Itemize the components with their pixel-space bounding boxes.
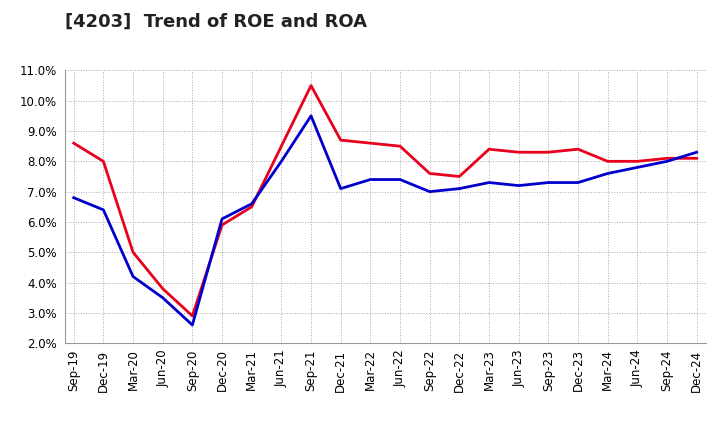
ROE: [188, 313, 197, 319]
ROA: [426, 189, 434, 194]
ROE: [603, 159, 612, 164]
ROA: [662, 159, 671, 164]
ROA: [188, 323, 197, 328]
ROE: [129, 249, 138, 255]
ROA: [158, 295, 167, 301]
ROE: [514, 150, 523, 155]
Text: [4203]  Trend of ROE and ROA: [4203] Trend of ROE and ROA: [65, 13, 366, 31]
ROA: [574, 180, 582, 185]
ROE: [574, 147, 582, 152]
ROE: [248, 204, 256, 209]
ROE: [69, 140, 78, 146]
Line: ROE: ROE: [73, 85, 697, 316]
ROA: [277, 159, 286, 164]
ROE: [277, 143, 286, 149]
Line: ROA: ROA: [73, 116, 697, 325]
ROA: [69, 195, 78, 200]
ROA: [544, 180, 553, 185]
ROA: [693, 150, 701, 155]
ROA: [485, 180, 493, 185]
ROE: [662, 156, 671, 161]
ROA: [366, 177, 374, 182]
ROA: [514, 183, 523, 188]
ROE: [336, 137, 345, 143]
ROA: [633, 165, 642, 170]
ROA: [603, 171, 612, 176]
ROE: [455, 174, 464, 179]
ROE: [426, 171, 434, 176]
ROE: [396, 143, 405, 149]
ROA: [396, 177, 405, 182]
ROA: [455, 186, 464, 191]
ROE: [366, 140, 374, 146]
ROE: [217, 222, 226, 227]
ROA: [248, 201, 256, 206]
ROA: [99, 207, 108, 213]
ROE: [158, 286, 167, 291]
ROE: [307, 83, 315, 88]
ROE: [544, 150, 553, 155]
ROA: [336, 186, 345, 191]
ROE: [485, 147, 493, 152]
ROA: [129, 274, 138, 279]
ROA: [307, 113, 315, 118]
ROE: [693, 156, 701, 161]
ROE: [633, 159, 642, 164]
ROE: [99, 159, 108, 164]
ROA: [217, 216, 226, 222]
